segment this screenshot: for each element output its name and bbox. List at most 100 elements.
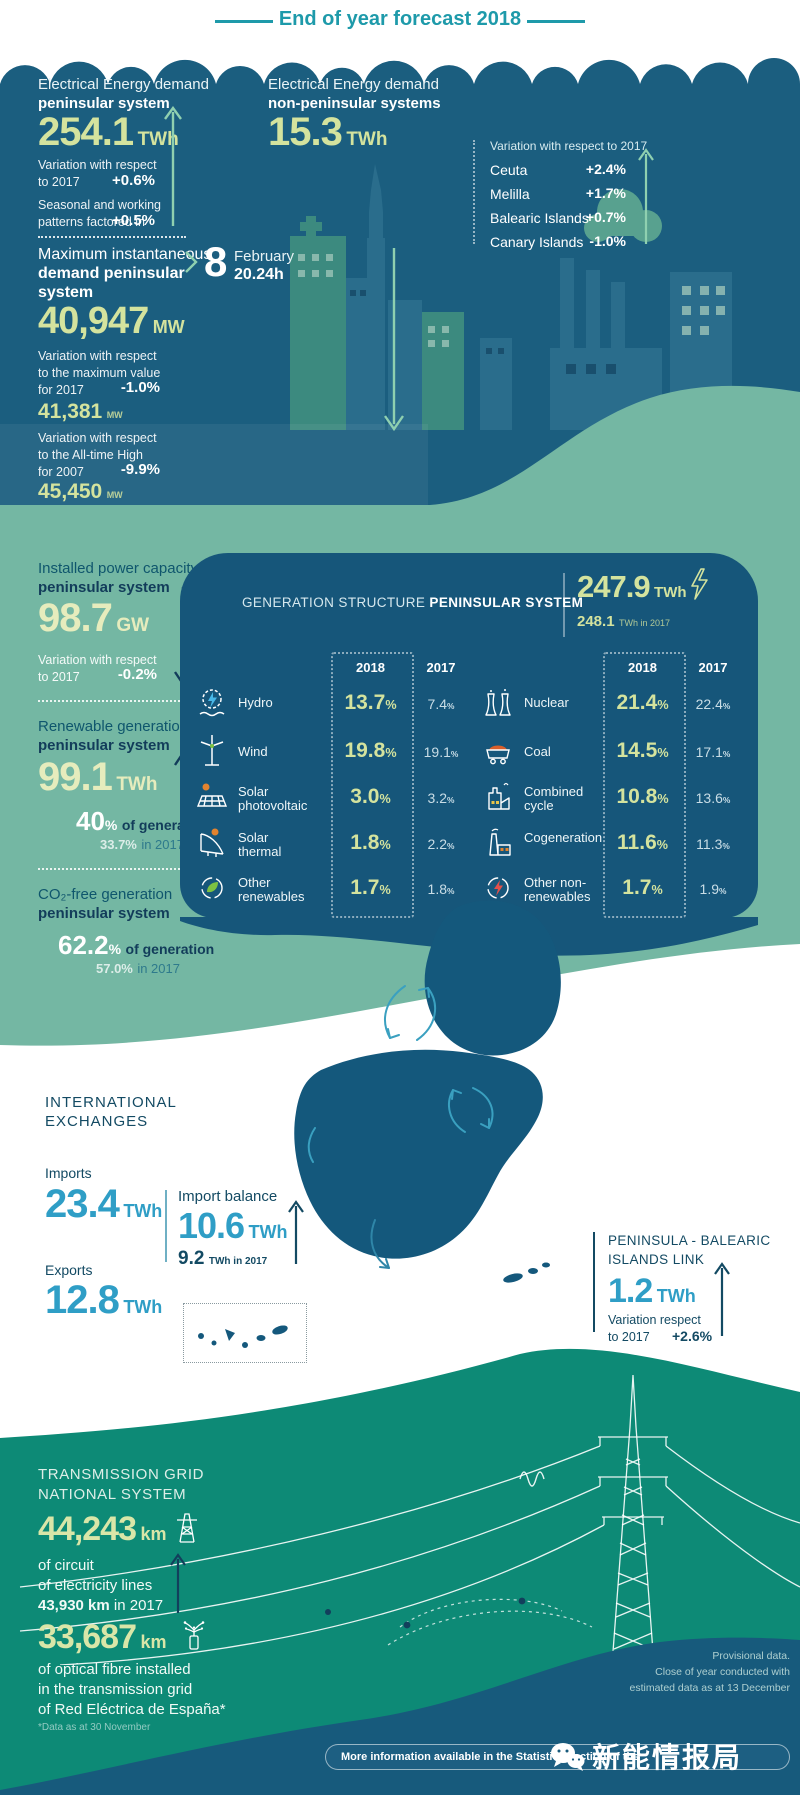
non-peninsular-number: 15.3 <box>268 110 343 154</box>
transmission-title-1: TRANSMISSION GRID <box>38 1466 205 1483</box>
prev-max-value: 41,381 MW <box>38 400 123 424</box>
region-name-balearic: Balearic Islands <box>490 210 589 226</box>
row-label-nuclear: Nuclear <box>524 695 569 710</box>
exports-number: 12.8 <box>45 1278 120 1322</box>
total-generation-number: 247.9 <box>577 569 651 604</box>
exports-value: 12.8 TWh <box>45 1278 162 1323</box>
other-renewables-icon <box>201 877 223 899</box>
var-ath-label-1: Variation with respect <box>38 431 157 445</box>
other-non-renewables-2018-value: 1.7 <box>622 876 652 899</box>
highlight-band <box>0 424 428 510</box>
var-ath-label-2: to the All-time High <box>38 448 143 462</box>
nuclear-2018: 21.4% <box>603 691 682 715</box>
coal-icon <box>486 745 510 765</box>
provisional-note-line-2: Close of year conducted with <box>655 1666 790 1678</box>
peninsular-var-value: +0.6% <box>112 172 155 189</box>
percent-sign: % <box>104 817 118 833</box>
circuit-prev: 43,930 km in 2017 <box>38 1597 163 1614</box>
hydro-2018-value: 13.7 <box>344 691 386 714</box>
hydro-2017-value: 7.4 <box>427 696 447 712</box>
nuclear-icon <box>485 689 511 716</box>
renewable-subtitle: peninsular system <box>38 737 170 754</box>
percent-sign: % <box>385 698 397 712</box>
combined-cycle-icon <box>488 782 510 810</box>
co2-share-number: 62.2 <box>58 930 109 960</box>
capacity-var-value: -0.2% <box>117 666 157 683</box>
balance-prev: 9.2 TWh in 2017 <box>178 1248 267 1270</box>
seasonal-label-2: patterns factored in <box>38 215 146 229</box>
imports-unit: TWh <box>123 1201 163 1221</box>
iberia-france-map <box>294 900 561 1283</box>
circuit-prev-bold: 43,930 km <box>38 1597 110 1614</box>
installed-capacity-unit: GW <box>116 615 150 636</box>
total-generation: 247.9 TWh <box>577 569 687 605</box>
prev-max-unit: MW <box>106 410 123 420</box>
peninsular-var-label-1: Variation with respect <box>38 158 157 172</box>
other-non-renewables-2017: 1.9% <box>688 881 738 897</box>
optical-fibre-icon <box>183 1621 205 1650</box>
row-label-solar-pv: Solar photovoltaic <box>238 784 308 813</box>
solar-photovoltaic-icon <box>196 783 228 807</box>
total-generation-prev: 248.1 TWh in 2017 <box>577 613 670 631</box>
percent-sign: % <box>379 838 391 852</box>
circuit-prev-rest: in 2017 <box>109 1597 164 1614</box>
divider-dotted <box>38 700 188 702</box>
balance-value: 10.6 TWh <box>178 1205 288 1247</box>
balearic-link-title-2: ISLANDS LINK <box>608 1252 705 1267</box>
row-label-wind: Wind <box>238 744 268 759</box>
provisional-note: Provisional data. Close of year conducte… <box>540 1648 790 1696</box>
circuit-number: 44,243 <box>38 1510 137 1548</box>
hydro-icon <box>199 689 225 717</box>
region-value-ceuta: +2.4% <box>585 161 626 177</box>
up-arrow-regions <box>638 148 654 244</box>
var-max-label-3: for 2017 <box>38 383 84 397</box>
wind-2017: 19.1% <box>416 744 466 760</box>
capacity-var-label-1: Variation with respect <box>38 653 157 667</box>
balance-prev-number: 9.2 <box>178 1248 205 1269</box>
balance-unit: TWh <box>248 1222 288 1242</box>
percent-sign: % <box>722 841 730 851</box>
row-label-other-renewables: Other renewables <box>238 875 305 904</box>
exports-unit: TWh <box>123 1297 163 1317</box>
solar-thermal-2018: 1.8% <box>331 831 410 855</box>
co2-free-title: CO₂-free generation <box>38 886 173 903</box>
var-max-label-2: to the maximum value <box>38 366 161 380</box>
down-arrow-max-demand <box>384 248 404 432</box>
wind-2018-value: 19.8 <box>344 739 386 762</box>
up-arrow-balearic-link <box>714 1262 730 1336</box>
fibre-label-2: in the transmission grid <box>38 1681 193 1698</box>
year-header-2017-left: 2017 <box>426 660 456 675</box>
renewable-value: 99.1 TWh <box>38 755 157 800</box>
non-peninsular-title: Electrical Energy demand <box>268 76 439 93</box>
watermark: 新能情报局 <box>548 1736 742 1776</box>
wind-2017-value: 19.1 <box>423 744 451 760</box>
nuclear-2017: 22.4% <box>688 696 738 712</box>
imports-label: Imports <box>45 1165 92 1181</box>
teal-mountain-divider <box>0 1348 800 1450</box>
percent-sign: % <box>108 941 122 957</box>
nuclear-2018-value: 21.4 <box>616 691 658 714</box>
combined-cycle-2018: 10.8% <box>603 785 682 809</box>
renewable-number: 99.1 <box>38 755 113 799</box>
fibre-value: 33,687 km <box>38 1618 166 1657</box>
wechat-icon <box>551 1743 585 1771</box>
balance-label: Import balance <box>178 1188 278 1205</box>
row-label-other-non-renewables: Other non-renewables <box>524 875 591 904</box>
other-renewables-2018-value: 1.7 <box>350 876 380 899</box>
peninsular-demand-number: 254.1 <box>38 110 134 154</box>
row-label-solar-thermal: Solar thermal <box>238 830 282 859</box>
percent-sign: % <box>722 749 731 759</box>
solar-thermal-icon <box>200 828 224 857</box>
lightning-icon <box>691 568 708 600</box>
percent-sign: % <box>385 746 397 760</box>
exchanges-title-2: EXCHANGES <box>45 1113 149 1130</box>
var-ath-value: -9.9% <box>120 461 160 478</box>
ath-unit: MW <box>106 490 123 500</box>
percent-sign: % <box>657 792 669 806</box>
up-arrow-peninsular-demand <box>164 106 182 226</box>
divider-dotted-vertical <box>473 140 475 244</box>
title-dash-right <box>527 20 585 23</box>
renewable-title: Renewable generation <box>38 718 189 735</box>
ath-number: 45,450 <box>38 480 103 503</box>
